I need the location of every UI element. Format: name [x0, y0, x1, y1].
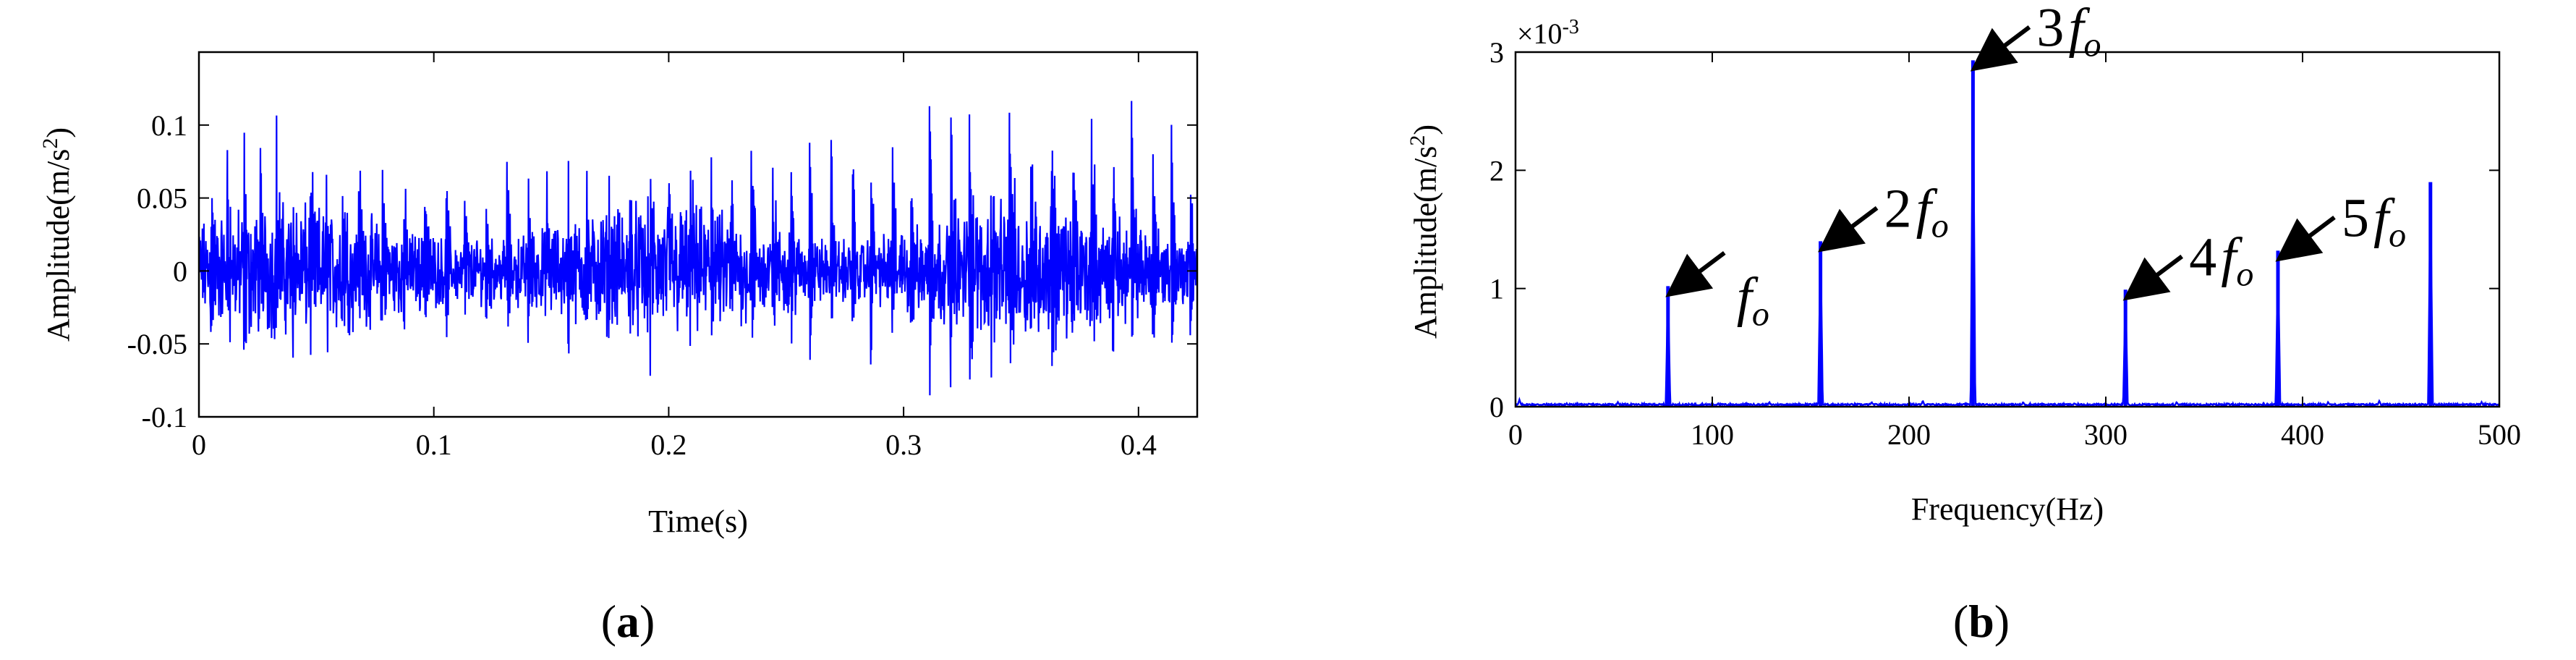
scale-note-b: ×10-3	[1517, 16, 1579, 50]
x-tick-label-a: 0.1	[416, 428, 452, 461]
y-tick-label-a: -0.1	[142, 401, 187, 433]
chart-b: 0 100 200 300 400 500 0 1 2 3 ×10-3 Frequency(Hz)…	[1406, 0, 2521, 647]
y-tick-label-b: 2	[1489, 154, 1504, 187]
x-tick-label-a: 0	[192, 428, 206, 461]
harmonic-label: fo	[1737, 266, 1769, 333]
y-tick-label-b: 1	[1489, 273, 1504, 305]
annotation-arrow	[1970, 25, 2031, 72]
time-signal-line	[199, 101, 1197, 396]
x-tick-label-b: 0	[1508, 418, 1523, 451]
y-tick-label-b: 0	[1489, 391, 1504, 423]
plot-frame-a	[197, 51, 1199, 418]
spectrum-line	[1516, 93, 2499, 407]
annotation-arrow	[1665, 250, 1726, 297]
panel-label-a: (a)	[601, 596, 655, 647]
x-tick-label-b: 100	[1691, 418, 1734, 451]
harmonic-label: 4fo	[2189, 227, 2253, 293]
panel-label-b: (b)	[1953, 596, 2010, 647]
y-axis-label-a: Amplitude(m/s2)	[38, 127, 76, 342]
time-signal-series	[199, 101, 1197, 396]
chart-a: 0 0.1 0.2 0.3 0.4 -0.1 -0.05 0 0.05 0.1 Time(s) A…	[38, 51, 1199, 647]
x-tick-label-a: 0.4	[1121, 428, 1157, 461]
annotation-arrow	[2122, 254, 2183, 301]
y-tick-label-a: 0	[173, 255, 187, 287]
harmonic-label: 3fo	[2036, 0, 2101, 64]
x-tick-label-a: 0.3	[885, 428, 922, 461]
spectrum-series	[1516, 60, 2499, 407]
x-tick-label-b: 400	[2281, 418, 2324, 451]
annotation-arrow	[2275, 215, 2336, 262]
x-tick-label-b: 200	[1887, 418, 1931, 451]
x-tick-label-a: 0.2	[650, 428, 686, 461]
y-tick-label-b: 3	[1489, 36, 1504, 69]
harmonic-annotations: fo 2fo 3fo 4fo 5fo	[1665, 0, 2406, 333]
annotation-arrow	[1818, 206, 1879, 253]
y-tick-label-a: 0.1	[151, 109, 187, 142]
harmonic-label: 2fo	[1884, 178, 1949, 245]
y-tick-label-a: 0.05	[137, 182, 187, 215]
x-axis-label-a: Time(s)	[648, 504, 748, 539]
axis-ticks-a: 0 0.1 0.2 0.3 0.4 -0.1 -0.05 0 0.05 0.1	[127, 52, 1197, 461]
y-axis-label-b: Amplitude(m/s2)	[1406, 124, 1443, 339]
x-axis-label-b: Frequency(Hz)	[1911, 491, 2104, 527]
axis-ticks-b: 0 100 200 300 400 500 0 1 2 3	[1489, 36, 2521, 451]
x-tick-label-b: 300	[2084, 418, 2127, 451]
harmonic-label: 5fo	[2342, 187, 2406, 254]
y-tick-label-a: -0.05	[127, 328, 187, 360]
x-tick-label-b: 500	[2478, 418, 2521, 451]
